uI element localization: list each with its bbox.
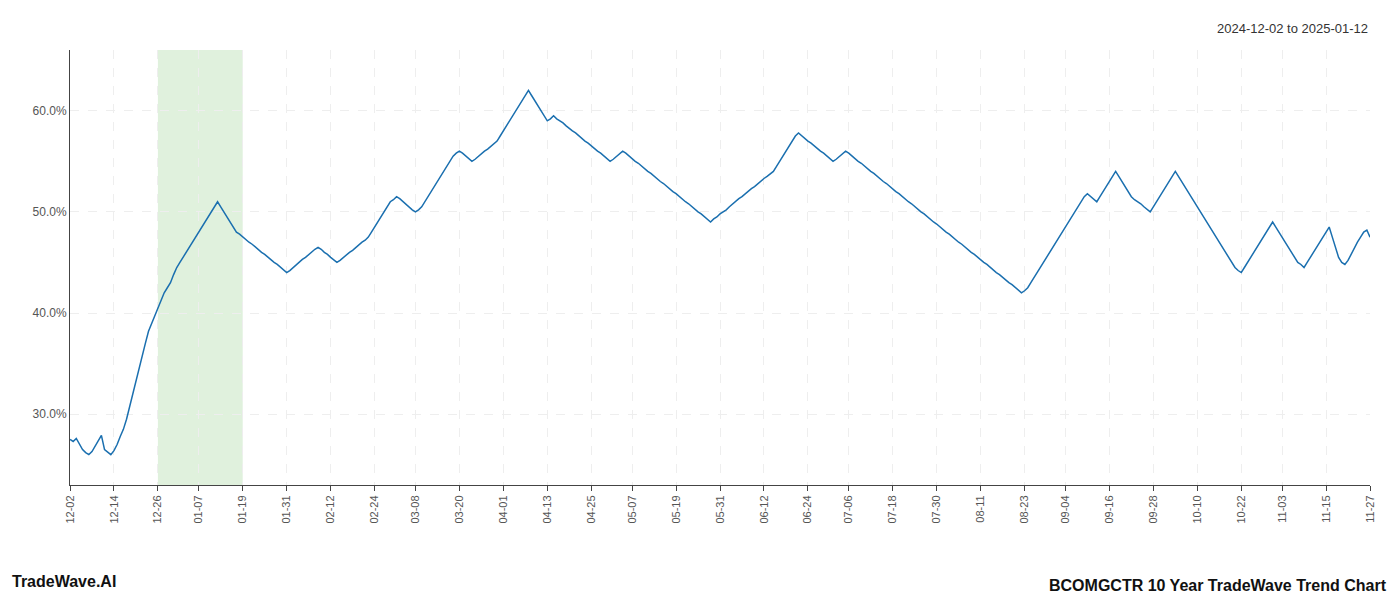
svg-text:TradeWave.AI: TradeWave.AI — [12, 573, 116, 590]
svg-text:07-30: 07-30 — [930, 495, 942, 523]
svg-text:BCOMGCTR 10 Year TradeWave Tre: BCOMGCTR 10 Year TradeWave Trend Chart — [1049, 577, 1387, 594]
svg-text:05-31: 05-31 — [714, 495, 726, 523]
svg-text:12-02: 12-02 — [64, 495, 76, 523]
svg-text:50.0%: 50.0% — [33, 205, 67, 219]
svg-text:02-12: 02-12 — [324, 495, 336, 523]
svg-text:09-04: 09-04 — [1059, 495, 1071, 523]
svg-text:04-01: 04-01 — [497, 495, 509, 523]
svg-text:01-31: 01-31 — [280, 495, 292, 523]
svg-text:10-10: 10-10 — [1191, 495, 1203, 523]
svg-text:11-27: 11-27 — [1364, 495, 1376, 522]
svg-text:05-19: 05-19 — [670, 495, 682, 523]
svg-text:07-18: 07-18 — [886, 495, 898, 523]
svg-text:12-14: 12-14 — [108, 495, 120, 523]
svg-text:01-19: 01-19 — [236, 495, 248, 523]
svg-text:02-24: 02-24 — [368, 495, 380, 523]
svg-text:08-11: 08-11 — [974, 495, 986, 522]
svg-text:07-06: 07-06 — [842, 495, 854, 523]
svg-text:2024-12-02 to 2025-01-12: 2024-12-02 to 2025-01-12 — [1217, 21, 1368, 36]
svg-text:06-12: 06-12 — [758, 495, 770, 523]
svg-text:60.0%: 60.0% — [33, 104, 67, 118]
svg-text:10-22: 10-22 — [1235, 495, 1247, 523]
svg-text:04-13: 04-13 — [541, 495, 553, 523]
svg-text:08-23: 08-23 — [1018, 495, 1030, 523]
svg-text:01-07: 01-07 — [192, 495, 204, 523]
svg-text:30.0%: 30.0% — [33, 407, 67, 421]
svg-text:09-28: 09-28 — [1147, 495, 1159, 523]
svg-text:40.0%: 40.0% — [33, 306, 67, 320]
svg-text:03-08: 03-08 — [409, 495, 421, 523]
svg-text:11-03: 11-03 — [1276, 495, 1288, 522]
svg-text:12-26: 12-26 — [151, 495, 163, 523]
svg-text:05-07: 05-07 — [626, 495, 638, 523]
svg-text:09-16: 09-16 — [1103, 495, 1115, 523]
svg-text:03-20: 03-20 — [453, 495, 465, 523]
svg-text:04-25: 04-25 — [585, 495, 597, 523]
svg-text:06-24: 06-24 — [801, 495, 813, 523]
svg-text:11-15: 11-15 — [1320, 495, 1332, 522]
